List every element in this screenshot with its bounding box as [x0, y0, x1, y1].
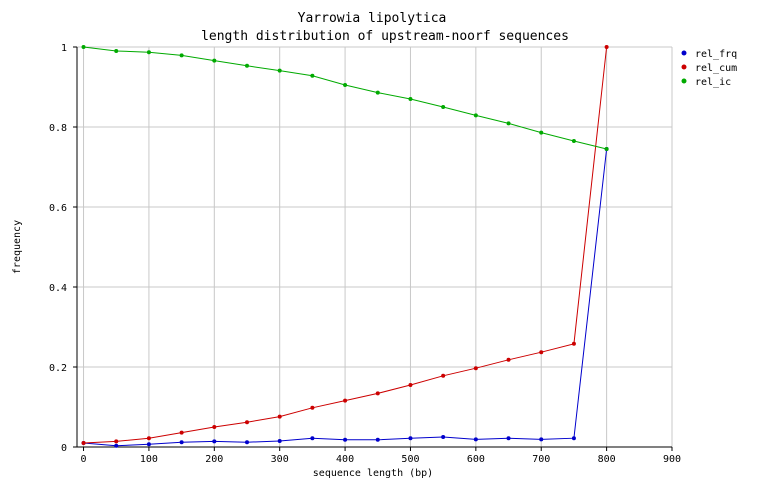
data-point-rel_ic	[408, 97, 413, 101]
data-point-rel_cum	[539, 350, 544, 355]
data-point-rel_ic	[506, 121, 511, 126]
data-point-rel_ic	[375, 90, 380, 95]
x-tick-label: 300	[271, 454, 289, 465]
data-point-rel_cum	[310, 405, 315, 410]
data-point-rel_ic	[310, 73, 315, 78]
data-point-rel_ic	[571, 139, 576, 143]
data-point-rel_ic	[81, 45, 86, 49]
data-point-rel_frq	[245, 440, 249, 445]
data-point-rel_ic	[539, 130, 544, 135]
data-point-rel_cum	[408, 383, 413, 387]
data-point-rel_frq	[277, 439, 282, 443]
data-point-rel_ic	[146, 50, 151, 55]
y-tick-label: 0	[61, 443, 67, 454]
legend-label-rel_frq: rel_frq	[695, 49, 737, 60]
legend-marker-rel_frq	[681, 50, 687, 56]
x-tick-label: 700	[532, 454, 550, 465]
data-point-rel_cum	[571, 341, 576, 346]
data-point-rel_cum	[146, 436, 151, 441]
legend-label-rel_cum: rel_cum	[695, 63, 737, 74]
data-point-rel_cum	[506, 357, 511, 362]
data-point-rel_ic	[604, 147, 609, 151]
data-point-rel_frq	[146, 442, 151, 447]
data-point-rel_ic	[245, 63, 249, 68]
data-point-rel_cum	[277, 414, 282, 419]
x-tick-label: 800	[598, 454, 616, 465]
y-tick-label: 1	[61, 43, 67, 54]
data-point-rel_cum	[245, 420, 249, 425]
x-tick-label: 100	[140, 454, 158, 465]
data-point-rel_frq	[212, 439, 217, 444]
y-tick-label: 0.2	[49, 363, 67, 374]
y-tick-label: 0.4	[49, 283, 67, 294]
legend: rel_frq rel_cum rel_ic	[681, 49, 737, 88]
chart-title: Yarrowia lipolytica	[298, 11, 447, 26]
data-point-rel_frq	[539, 437, 544, 442]
data-point-rel_frq	[408, 436, 413, 441]
x-tick-label: 600	[467, 454, 485, 465]
data-point-rel_ic	[179, 53, 184, 58]
data-point-rel_cum	[212, 425, 217, 429]
data-point-rel_cum	[179, 430, 184, 435]
data-point-rel_frq	[343, 437, 348, 442]
data-point-rel_frq	[179, 440, 184, 445]
data-point-rel_cum	[343, 398, 348, 403]
data-point-rel_cum	[114, 439, 119, 444]
y-axis-label: frequency	[12, 220, 23, 274]
plot-background	[77, 47, 672, 447]
data-point-rel_ic	[212, 58, 217, 63]
data-point-rel_cum	[441, 373, 446, 378]
legend-marker-rel_cum	[681, 64, 687, 70]
data-point-rel_frq	[473, 437, 478, 442]
data-point-rel_cum	[81, 441, 86, 445]
data-point-rel_frq	[571, 436, 576, 441]
chart-subtitle: length distribution of upstream-noorf se…	[201, 29, 569, 44]
legend-marker-rel_ic	[681, 78, 687, 84]
data-point-rel_cum	[375, 391, 380, 396]
data-point-rel_cum	[473, 366, 478, 371]
data-point-rel_frq	[375, 437, 380, 442]
data-point-rel_frq	[441, 435, 446, 439]
y-tick-label: 0.6	[49, 203, 67, 214]
data-point-rel_frq	[114, 443, 119, 448]
data-point-rel_frq	[310, 436, 315, 441]
x-tick-label: 200	[205, 454, 223, 465]
data-point-rel_ic	[114, 49, 119, 53]
x-axis-label: sequence length (bp)	[313, 468, 433, 479]
y-tick-label: 0.8	[49, 123, 67, 134]
legend-label-rel_ic: rel_ic	[695, 77, 731, 88]
data-point-rel_cum	[604, 45, 609, 49]
x-tick-label: 500	[401, 454, 419, 465]
x-tick-label: 0	[81, 454, 87, 465]
data-point-rel_ic	[441, 105, 446, 109]
data-point-rel_frq	[506, 436, 511, 441]
x-tick-label: 400	[336, 454, 354, 465]
data-point-rel_ic	[473, 113, 478, 118]
x-tick-label: 900	[663, 454, 681, 465]
data-point-rel_ic	[277, 68, 282, 73]
plot-area: 0 100 200 300 400 500 600 700 800 900 0 0.2 0.4 0.6 0.…	[49, 43, 681, 465]
data-point-rel_ic	[343, 83, 348, 87]
